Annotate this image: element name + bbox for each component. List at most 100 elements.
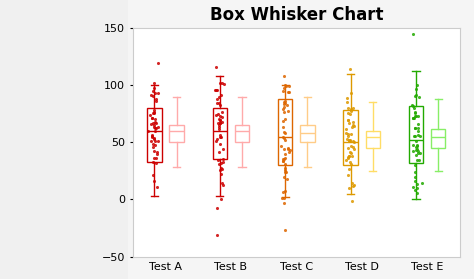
Point xyxy=(155,91,162,95)
Point xyxy=(219,159,227,164)
Point xyxy=(280,74,287,78)
Point xyxy=(279,134,287,139)
Point xyxy=(284,108,292,113)
Point xyxy=(147,93,155,97)
Point xyxy=(154,150,161,154)
Point xyxy=(411,188,419,192)
Point xyxy=(149,94,157,99)
Point xyxy=(150,111,158,115)
Point xyxy=(414,150,422,155)
Point xyxy=(280,190,287,194)
Point xyxy=(280,100,288,105)
Point xyxy=(151,123,158,128)
Point xyxy=(279,107,286,112)
Point xyxy=(281,138,288,142)
Point xyxy=(415,129,422,133)
Point xyxy=(148,139,155,143)
Point xyxy=(217,121,224,125)
Point xyxy=(415,95,423,99)
Point xyxy=(284,146,292,150)
Point xyxy=(413,83,420,87)
Point xyxy=(150,86,158,91)
Point xyxy=(416,133,424,138)
Point xyxy=(154,138,161,143)
Point xyxy=(281,162,288,166)
Point xyxy=(284,147,292,151)
Point xyxy=(150,142,157,147)
Point xyxy=(216,114,223,119)
Point xyxy=(153,185,161,190)
Point xyxy=(280,104,287,109)
Point xyxy=(219,147,227,151)
Point xyxy=(283,103,290,107)
Point xyxy=(282,156,289,160)
Point xyxy=(413,144,420,149)
Point xyxy=(280,119,287,124)
Point xyxy=(412,114,419,119)
Point xyxy=(413,158,420,162)
Point xyxy=(152,161,160,166)
Point xyxy=(216,125,223,129)
Point xyxy=(148,116,155,120)
Point xyxy=(409,185,417,189)
Point xyxy=(412,93,420,97)
Point xyxy=(219,119,226,124)
Point xyxy=(285,84,293,88)
Point xyxy=(348,124,356,129)
Point xyxy=(213,88,220,92)
Point xyxy=(411,110,419,115)
Point xyxy=(212,113,219,117)
Point xyxy=(414,148,421,153)
Point xyxy=(348,154,356,158)
Point xyxy=(152,129,159,133)
Point xyxy=(283,177,291,181)
Point xyxy=(344,136,351,141)
Point xyxy=(216,118,224,122)
Point xyxy=(150,155,158,160)
Point xyxy=(279,159,287,163)
Point xyxy=(281,131,289,135)
Point xyxy=(411,110,419,115)
Point xyxy=(279,157,286,161)
Point xyxy=(344,117,352,122)
Point xyxy=(147,122,155,127)
Point xyxy=(150,149,157,154)
Point xyxy=(215,123,222,128)
Point xyxy=(410,32,417,36)
Point xyxy=(346,160,354,164)
Point xyxy=(214,158,222,162)
Point xyxy=(345,106,352,111)
Point xyxy=(412,145,419,149)
Point xyxy=(346,154,353,158)
Point xyxy=(152,97,160,101)
Point xyxy=(415,158,423,162)
Point xyxy=(217,135,224,140)
Point xyxy=(281,170,289,174)
Point xyxy=(280,147,288,151)
Point xyxy=(284,90,292,95)
Point xyxy=(409,143,417,147)
Point xyxy=(216,118,223,122)
Point xyxy=(152,99,159,104)
Point xyxy=(347,106,355,111)
Point xyxy=(412,139,420,143)
Point xyxy=(346,138,353,142)
Point xyxy=(281,168,289,172)
Point xyxy=(282,117,289,122)
Point xyxy=(215,150,222,155)
Point xyxy=(218,134,225,139)
Point xyxy=(216,101,223,105)
Point xyxy=(344,96,351,101)
Point xyxy=(345,121,353,126)
Point xyxy=(349,184,357,189)
Point xyxy=(218,110,226,115)
Point xyxy=(415,126,422,130)
Point xyxy=(410,104,417,108)
Point xyxy=(214,87,221,92)
Point xyxy=(211,88,219,93)
Point xyxy=(411,163,419,167)
Point xyxy=(217,92,225,97)
Point xyxy=(346,112,354,116)
Point xyxy=(150,179,157,183)
Point xyxy=(281,189,288,193)
